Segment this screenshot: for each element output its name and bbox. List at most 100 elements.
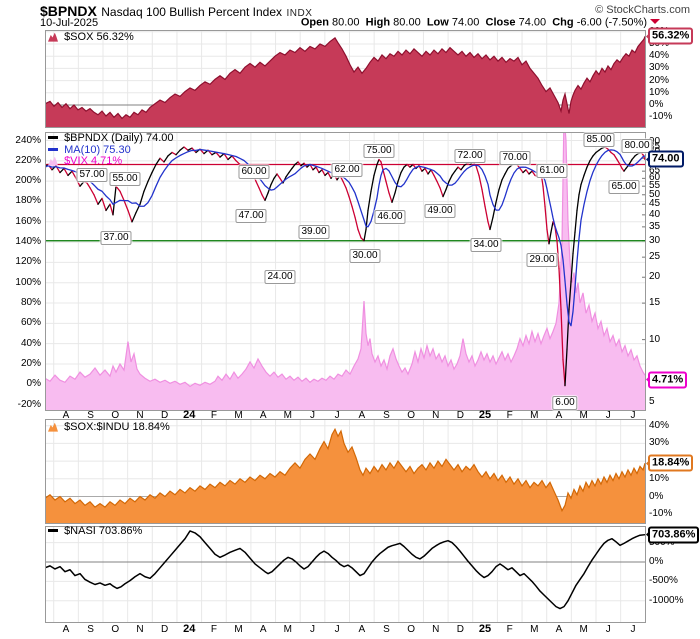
y-axis-tick: 20% — [649, 74, 670, 86]
x-axis-month-label: F — [506, 624, 513, 635]
y-axis-tick: 30% — [649, 437, 670, 449]
y-axis-tick: 30 — [649, 234, 661, 246]
x-axis-month-label: 25 — [478, 623, 492, 635]
x-axis-month-label: J — [630, 410, 636, 421]
x-axis-month-label: J — [630, 624, 636, 635]
y-axis-tick: 160% — [15, 215, 41, 227]
y-axis-tick: 5 — [649, 396, 655, 407]
y-axis-tick: 85 — [649, 141, 661, 152]
bpndx-line-icon — [48, 135, 58, 139]
exchange-label: INDX — [286, 8, 313, 19]
y-axis-tick: 40% — [20, 337, 41, 349]
price-annotation: 30.00 — [349, 249, 381, 263]
y-axis-tick: 200% — [15, 175, 41, 187]
x-axis-month-label: F — [210, 410, 217, 421]
y-axis-tick: 220% — [15, 154, 41, 166]
sox-area-icon — [48, 32, 58, 42]
badge-arrow-icon — [642, 155, 650, 164]
y-axis-tick: 10 — [649, 333, 661, 345]
x-axis-month-label: F — [210, 624, 217, 635]
y-axis-tick: 240% — [15, 134, 41, 146]
y-axis-tick: 0% — [649, 99, 664, 110]
value-badge: 4.71% — [646, 371, 688, 389]
low-label: Low — [426, 16, 449, 29]
legend-vix-label: $VIX 4.71% — [64, 155, 123, 167]
bpndx-main-panel[interactable] — [45, 132, 646, 411]
value-badge: 703.86% — [646, 526, 700, 544]
y-axis-tick: 0% — [649, 556, 664, 567]
legend-sox: $SOX 56.32% — [48, 31, 134, 43]
price-annotation: 65.00 — [608, 180, 640, 194]
price-annotation: 46.00 — [374, 210, 406, 224]
y-axis-tick: 35 — [649, 220, 661, 232]
price-annotation: 85.00 — [583, 133, 615, 147]
legend-ma: MA(10) 75.30 — [48, 144, 131, 156]
price-annotation: 75.00 — [363, 144, 395, 158]
x-axis-month-label: 24 — [183, 409, 196, 421]
x-axis-month-label: M — [530, 410, 539, 421]
x-axis-month-label: N — [432, 624, 440, 635]
price-annotation: 80.00 — [621, 139, 653, 153]
chg-label: Chg — [552, 16, 574, 29]
y-axis-tick: 60% — [20, 317, 41, 329]
x-axis-month-label: J — [310, 624, 315, 635]
x-axis-month-label: 24 — [183, 623, 196, 635]
nasi-panel[interactable] — [45, 526, 646, 623]
y-axis-tick: 0% — [26, 378, 41, 390]
y-axis-tick: 140% — [15, 236, 41, 248]
x-axis-month-label: D — [456, 410, 465, 421]
legend-sox-indu: $SOX:$INDU 18.84% — [48, 421, 170, 433]
y-axis-tick: 40% — [649, 419, 670, 431]
x-axis-month-label: J — [310, 410, 315, 421]
symbol: $BPNDX — [40, 3, 97, 19]
y-axis-tick: 50 — [649, 188, 661, 200]
y-axis-tick: -10% — [649, 111, 673, 123]
x-axis-month-label: J — [605, 624, 611, 635]
value-badge: 74.00 — [646, 150, 684, 168]
badge-arrow-icon — [642, 459, 650, 468]
sox-performance-panel[interactable] — [45, 30, 646, 128]
x-axis-month-label: M — [283, 410, 293, 421]
copyright: © StockCharts.com — [595, 4, 690, 16]
chart-header: $BPNDX Nasdaq 100 Bullish Percent Index … — [40, 3, 312, 21]
close-value: 74.00 — [518, 16, 547, 29]
nasi-line-icon — [48, 528, 58, 532]
y-axis-tick: 40% — [649, 50, 670, 62]
price-annotation: 39.00 — [298, 225, 330, 239]
y-axis-tick: 0% — [649, 490, 664, 502]
price-annotation: 62.00 — [331, 163, 363, 177]
x-axis-month-label: M — [234, 410, 243, 421]
legend-nasi-label: $NASI 703.86% — [64, 525, 143, 537]
legend-ma-label: MA(10) 75.30 — [64, 144, 131, 156]
badge-arrow-icon — [642, 32, 650, 41]
x-axis-month-label: M — [283, 624, 293, 635]
open-value: 80.00 — [332, 16, 360, 29]
x-axis-month-label: S — [87, 624, 94, 635]
sox-indu-ratio-panel[interactable] — [45, 419, 646, 524]
x-axis-month-label: M — [579, 624, 588, 635]
x-axis-month-label: D — [160, 410, 169, 421]
price-annotation: 37.00 — [100, 231, 132, 245]
y-axis-tick: 20% — [20, 357, 41, 369]
x-axis-month-label: M — [579, 410, 588, 421]
y-axis-tick: 80% — [20, 297, 41, 309]
chart-date: 10-Jul-2025 — [40, 17, 99, 29]
x-axis-month-label: A — [555, 410, 563, 421]
chg-value: -6.00 (-7.50%) — [576, 16, 647, 29]
x-axis-month-label: A — [62, 410, 70, 421]
x-axis-month-label: J — [334, 410, 340, 421]
x-axis-month-label: N — [432, 410, 440, 421]
y-axis-tick: -10% — [649, 508, 673, 520]
price-annotation: 61.00 — [536, 164, 568, 178]
x-axis-month-label: D — [160, 624, 169, 635]
y-axis-tick: -500% — [649, 575, 678, 587]
y-axis-tick: 30% — [649, 62, 670, 74]
y-axis-tick: 45 — [649, 198, 661, 210]
x-axis-month-label: J — [334, 624, 340, 635]
value-badge: 18.84% — [646, 454, 694, 472]
x-axis-month-label: S — [87, 410, 94, 421]
price-annotation: 72.00 — [454, 149, 486, 163]
y-axis-tick: 40 — [649, 208, 661, 220]
y-axis-tick: 55 — [649, 180, 661, 192]
